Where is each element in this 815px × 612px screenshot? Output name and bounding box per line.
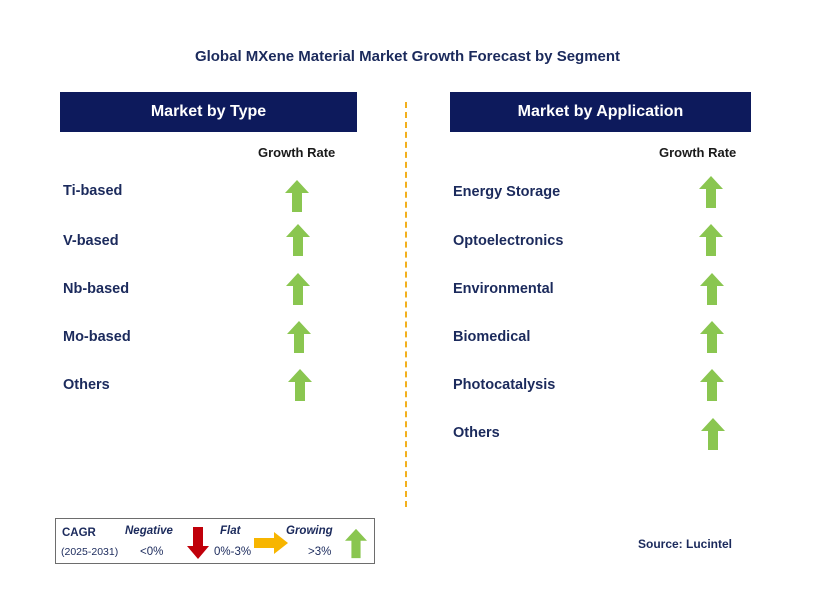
growing-arrow-icon <box>285 180 309 212</box>
legend-negative-label: Negative <box>125 525 173 537</box>
application-item-label: Others <box>453 425 500 441</box>
growing-arrow-icon <box>287 321 311 353</box>
legend-period: (2025-2031) <box>61 546 119 558</box>
growing-arrow-icon <box>286 224 310 256</box>
flat-arrow-icon <box>254 532 288 554</box>
type-item-label: Nb-based <box>63 281 130 297</box>
type-item-label: Ti-based <box>63 183 123 199</box>
legend-flat-label: Flat <box>220 525 241 537</box>
type-item-label: Mo-based <box>63 329 131 345</box>
legend-negative-range: <0% <box>140 546 164 558</box>
growing-arrow-icon <box>700 369 724 401</box>
growing-arrow-icon <box>699 176 723 208</box>
panel-divider <box>405 102 407 507</box>
type-item-label: V-based <box>63 233 119 249</box>
type-panel-header: Market by Type <box>60 92 357 132</box>
growing-arrow-icon <box>286 273 310 305</box>
legend-growing-label: Growing <box>286 525 333 537</box>
negative-arrow-icon <box>187 527 209 559</box>
growing-arrow-icon <box>700 273 724 305</box>
type-growth-rate-header: Growth Rate <box>258 145 336 160</box>
growing-arrow-icon <box>345 528 367 559</box>
growing-arrow-icon <box>700 321 724 353</box>
application-item-label: Optoelectronics <box>453 233 564 249</box>
application-item-label: Energy Storage <box>453 184 561 200</box>
growing-arrow-icon <box>699 224 723 256</box>
growing-arrow-icon <box>701 418 725 450</box>
legend-cagr-label: CAGR <box>62 527 96 539</box>
legend-box: CAGR (2025-2031) Negative <0% Flat 0%-3%… <box>55 518 375 564</box>
growing-arrow-icon <box>288 369 312 401</box>
application-item-label: Environmental <box>453 281 554 297</box>
type-item-label: Others <box>63 377 110 393</box>
source-note: Source: Lucintel <box>638 537 733 551</box>
application-item-label: Photocatalysis <box>453 377 556 393</box>
chart-title: Global MXene Material Market Growth Fore… <box>194 48 621 65</box>
legend-flat-range: 0%-3% <box>214 546 252 558</box>
legend-growing-range: >3% <box>308 546 332 558</box>
application-panel-header: Market by Application <box>450 92 751 132</box>
application-item-label: Biomedical <box>453 329 531 345</box>
application-growth-rate-header: Growth Rate <box>659 145 737 160</box>
